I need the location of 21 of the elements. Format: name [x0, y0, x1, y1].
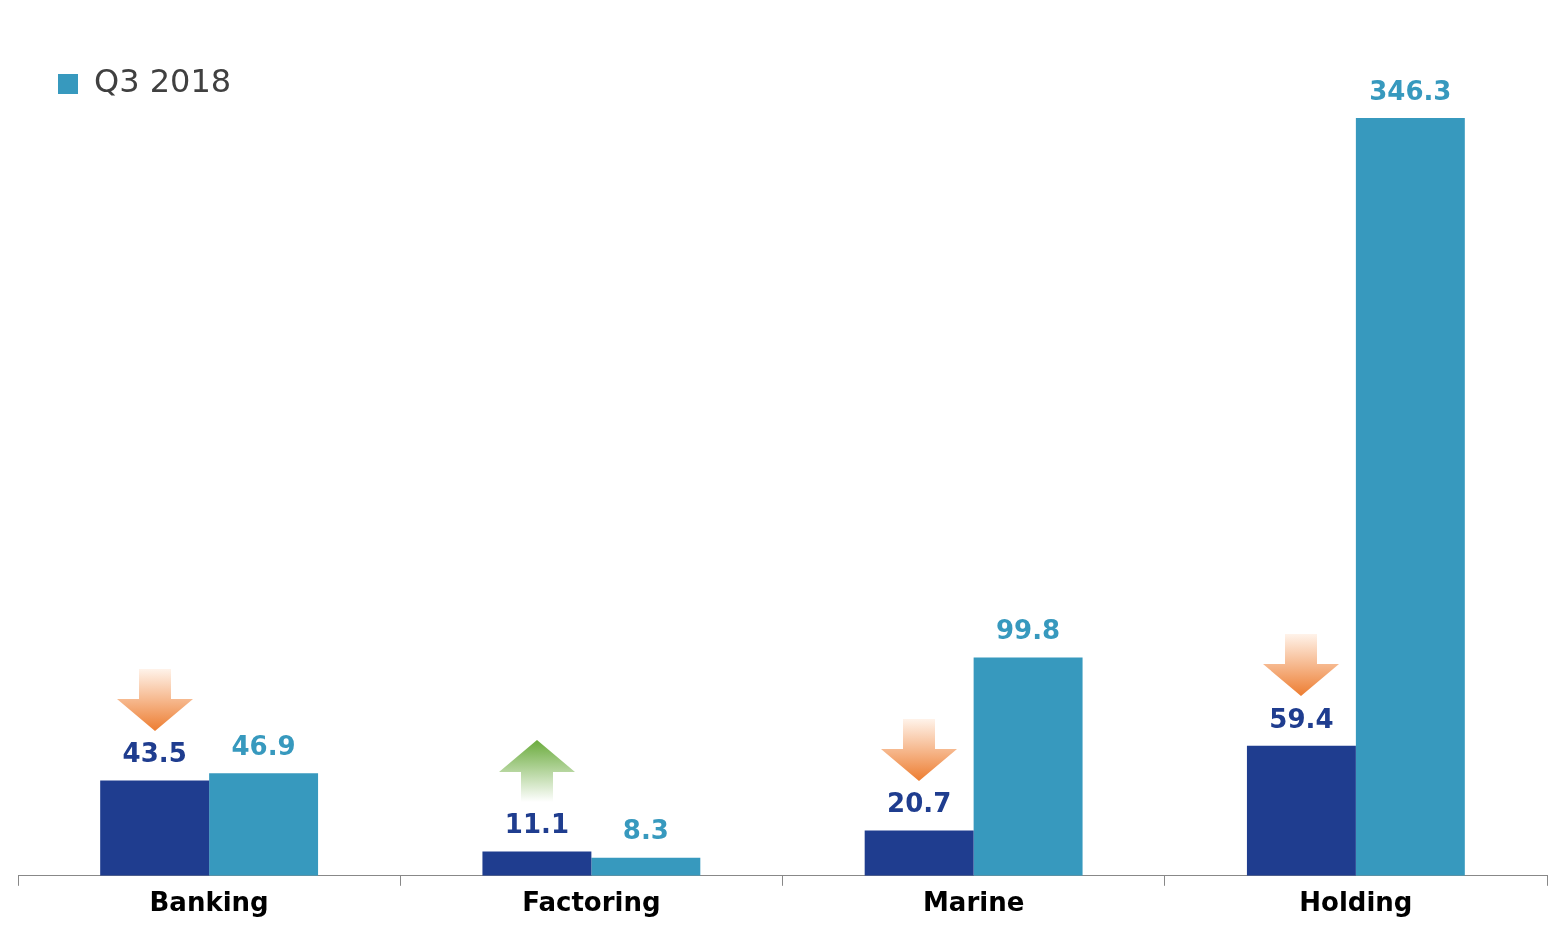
bar: [1355, 118, 1465, 876]
x-tick-label: Factoring: [522, 887, 661, 918]
data-label: 99.8: [996, 615, 1061, 646]
legend-label: Q3 2018: [94, 62, 232, 101]
data-label: 43.5: [122, 738, 187, 769]
data-label: 20.7: [887, 788, 952, 819]
data-label: 46.9: [231, 730, 296, 761]
x-tick-label: Marine: [922, 887, 1025, 918]
bar: [973, 657, 1083, 876]
data-label: 11.1: [504, 809, 569, 840]
bar: [591, 857, 701, 876]
data-label: 346.3: [1369, 75, 1452, 106]
bar: [209, 773, 319, 876]
x-tick-label: Holding: [1299, 887, 1413, 918]
x-tick-label: Banking: [149, 887, 269, 918]
bar: [1246, 745, 1356, 876]
data-label: 59.4: [1269, 703, 1334, 734]
bar: [482, 851, 592, 876]
bar: [864, 830, 974, 876]
data-label: 8.3: [622, 815, 669, 846]
bar: [100, 780, 210, 876]
